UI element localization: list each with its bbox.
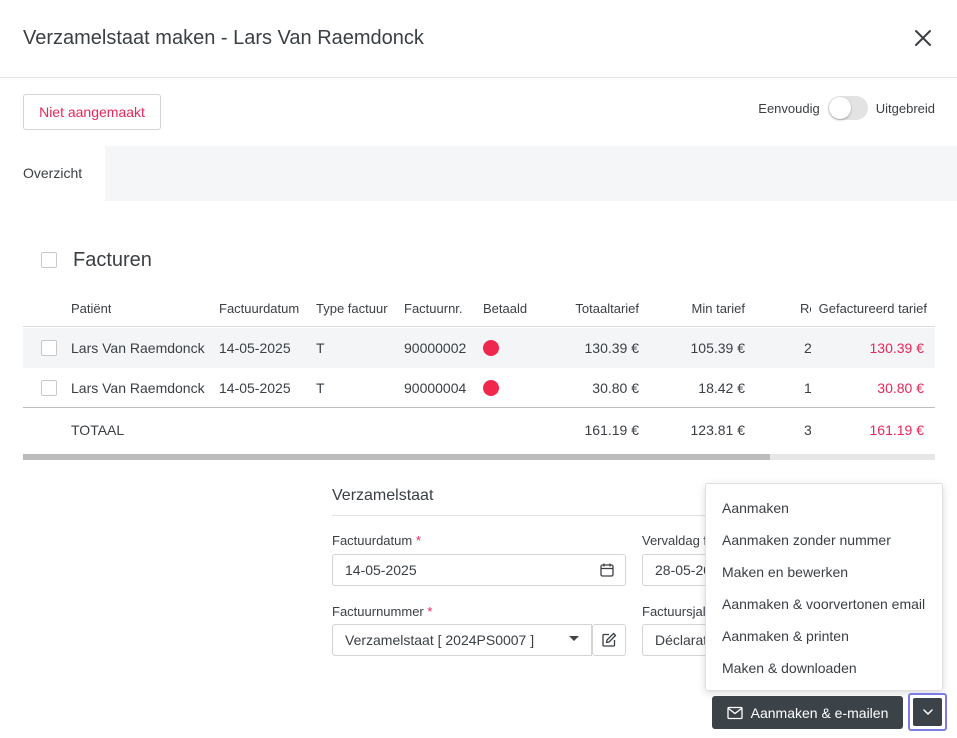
invoice-date-label: Factuurdatum * <box>332 533 421 548</box>
unpaid-status-dot <box>483 340 499 356</box>
cell-min: 18.42 € <box>698 379 745 396</box>
invoice-type-value: Déclarat <box>655 632 708 648</box>
modal-header: Verzamelstaat maken - Lars Van Raemdonck <box>0 0 957 78</box>
due-date-value: 28-05-20 <box>655 562 712 578</box>
cell-re: 2 <box>804 340 811 356</box>
total-billed: 161.19 € <box>869 422 925 438</box>
overview-panel <box>105 146 957 201</box>
status-button[interactable]: Niet aangemaakt <box>23 94 161 130</box>
col-min: Min tarief <box>691 300 745 316</box>
col-billed: Gefactureerd tarief <box>818 300 927 316</box>
close-button[interactable] <box>909 24 937 52</box>
overview-label: Overzicht <box>23 165 83 181</box>
chevron-down-icon <box>922 709 933 716</box>
table-row[interactable]: Lars Van Raemdonck 14-05-2025 T 90000004… <box>23 368 935 408</box>
more-options-inner <box>913 698 942 726</box>
close-icon <box>915 30 931 46</box>
row-checkbox[interactable] <box>41 340 57 356</box>
cell-paid <box>483 328 499 368</box>
invoice-date-label-text: Factuurdatum <box>332 533 413 548</box>
col-date: Factuurdatum <box>219 300 300 316</box>
col-paid: Betaald <box>483 300 528 316</box>
cell-type: T <box>316 379 325 396</box>
menu-item-create-preview-email[interactable]: Aanmaken & voorvertonen email <box>722 596 926 612</box>
edit-invoice-number-button[interactable] <box>592 624 626 656</box>
cell-total: 30.80 € <box>592 379 639 396</box>
cell-number: 90000004 <box>404 379 467 396</box>
invoice-number-label-text: Factuurnummer <box>332 604 424 619</box>
menu-item-create-no-number[interactable]: Aanmaken zonder nummer <box>722 532 891 548</box>
menu-item-create-download[interactable]: Maken & downloaden <box>722 660 857 676</box>
toggle-label-simple: Eenvoudig <box>758 100 820 116</box>
col-re: Re <box>800 300 811 316</box>
invoice-type-label: Factuursjal <box>642 604 706 619</box>
switch-knob <box>828 97 851 119</box>
cell-billed: 30.80 € <box>877 379 924 396</box>
invoice-number-value: Verzamelstaat [ 2024PS0007 ] <box>345 632 535 648</box>
form-title: Verzamelstaat <box>332 487 434 504</box>
total-label: TOTAAL <box>71 422 125 438</box>
required-mark: * <box>427 604 433 619</box>
table-row[interactable]: Lars Van Raemdonck 14-05-2025 T 90000002… <box>23 328 935 368</box>
menu-item-create-edit[interactable]: Maken en bewerken <box>722 564 849 580</box>
calendar-icon <box>600 563 614 577</box>
required-mark: * <box>415 533 421 548</box>
invoice-number-select[interactable]: Verzamelstaat [ 2024PS0007 ] <box>332 624 592 656</box>
cell-re: 1 <box>804 379 811 396</box>
create-options-menu: Aanmaken Aanmaken zonder nummer Maken en… <box>705 483 943 691</box>
col-number: Factuurnr. <box>404 300 463 316</box>
invoices-title: Facturen <box>73 249 152 271</box>
invoice-date-value: 14-05-2025 <box>345 562 417 578</box>
create-and-email-label: Aanmaken & e-mailen <box>750 704 889 721</box>
invoice-number-label: Factuurnummer * <box>332 604 432 619</box>
select-all-checkbox[interactable] <box>41 252 57 268</box>
menu-item-create[interactable]: Aanmaken <box>722 500 789 516</box>
col-total: Totaaltarief <box>575 300 639 316</box>
unpaid-status-dot <box>483 379 499 396</box>
horizontal-scrollbar[interactable] <box>23 454 935 460</box>
cell-min: 105.39 € <box>690 340 746 356</box>
total-min: 123.81 € <box>690 422 746 438</box>
cell-billed: 130.39 € <box>869 340 925 356</box>
mail-icon <box>726 706 743 719</box>
cell-paid <box>483 368 499 407</box>
scrollbar-thumb[interactable] <box>23 454 770 460</box>
cell-type: T <box>316 340 325 356</box>
due-date-field[interactable]: 28-05-20 <box>642 554 712 586</box>
cell-total: 130.39 € <box>584 340 640 356</box>
table-header: Patiënt Factuurdatum Type factuur Factuu… <box>23 290 935 327</box>
total-re: 3 <box>804 422 811 438</box>
invoice-type-field[interactable]: Déclarat <box>642 624 712 656</box>
menu-item-create-print[interactable]: Aanmaken & printen <box>722 628 849 644</box>
edit-icon <box>602 632 617 647</box>
view-mode-switch[interactable] <box>827 96 868 120</box>
invoice-date-field[interactable]: 14-05-2025 <box>332 554 626 586</box>
col-patient: Patiënt <box>71 300 112 316</box>
total-total: 161.19 € <box>584 422 640 438</box>
cell-number: 90000002 <box>404 340 467 356</box>
cell-date: 14-05-2025 <box>219 379 291 396</box>
modal-title: Verzamelstaat maken - Lars Van Raemdonck <box>23 27 424 49</box>
form-divider <box>332 515 742 516</box>
create-and-email-button[interactable]: Aanmaken & e-mailen <box>712 696 903 729</box>
more-options-button[interactable] <box>908 693 947 731</box>
cell-patient: Lars Van Raemdonck <box>71 340 205 356</box>
due-date-label: Vervaldag f <box>642 533 708 548</box>
table-total-row: TOTAAL 161.19 € 123.81 € 3 161.19 € <box>23 410 935 450</box>
toggle-label-extended: Uitgebreid <box>875 100 935 116</box>
cell-date: 14-05-2025 <box>219 340 291 356</box>
col-type: Type factuur <box>316 300 388 316</box>
view-toggle: Eenvoudig Uitgebreid <box>758 96 935 120</box>
row-checkbox[interactable] <box>41 380 57 396</box>
cell-patient: Lars Van Raemdonck <box>71 379 205 396</box>
chevron-down-icon <box>569 636 579 641</box>
